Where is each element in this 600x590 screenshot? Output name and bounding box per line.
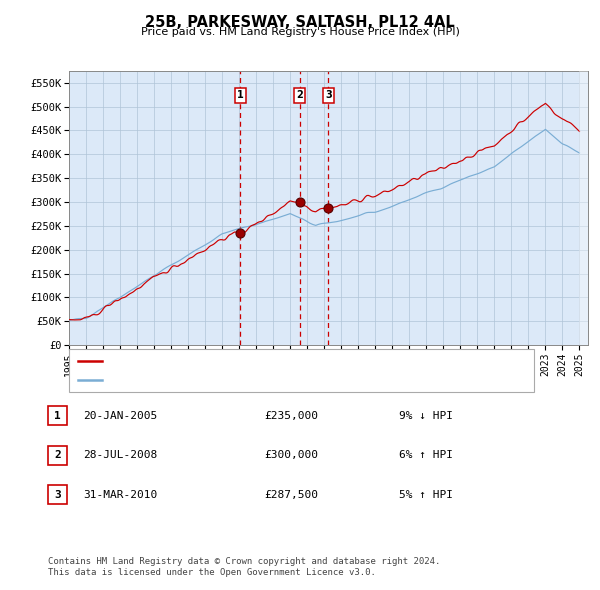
Text: 20-JAN-2005: 20-JAN-2005 [83, 411, 157, 421]
Text: £235,000: £235,000 [264, 411, 318, 421]
Text: £300,000: £300,000 [264, 450, 318, 460]
Text: 1: 1 [237, 90, 244, 100]
Text: 6% ↑ HPI: 6% ↑ HPI [399, 450, 453, 460]
Text: 2: 2 [54, 450, 61, 460]
Text: 25B, PARKESWAY, SALTASH, PL12 4AL: 25B, PARKESWAY, SALTASH, PL12 4AL [145, 15, 455, 30]
Polygon shape [580, 71, 588, 345]
Text: HPI: Average price, detached house, Cornwall: HPI: Average price, detached house, Corn… [107, 375, 365, 385]
Text: 31-MAR-2010: 31-MAR-2010 [83, 490, 157, 500]
Text: £287,500: £287,500 [264, 490, 318, 500]
Text: 28-JUL-2008: 28-JUL-2008 [83, 450, 157, 460]
Text: Price paid vs. HM Land Registry's House Price Index (HPI): Price paid vs. HM Land Registry's House … [140, 27, 460, 37]
Text: 9% ↓ HPI: 9% ↓ HPI [399, 411, 453, 421]
Text: 3: 3 [54, 490, 61, 500]
Text: 3: 3 [325, 90, 332, 100]
Text: This data is licensed under the Open Government Licence v3.0.: This data is licensed under the Open Gov… [48, 568, 376, 577]
Text: 25B, PARKESWAY, SALTASH, PL12 4AL (detached house): 25B, PARKESWAY, SALTASH, PL12 4AL (detac… [107, 356, 401, 366]
Text: 1: 1 [54, 411, 61, 421]
Text: Contains HM Land Registry data © Crown copyright and database right 2024.: Contains HM Land Registry data © Crown c… [48, 558, 440, 566]
Text: 2: 2 [296, 90, 304, 100]
Text: 5% ↑ HPI: 5% ↑ HPI [399, 490, 453, 500]
